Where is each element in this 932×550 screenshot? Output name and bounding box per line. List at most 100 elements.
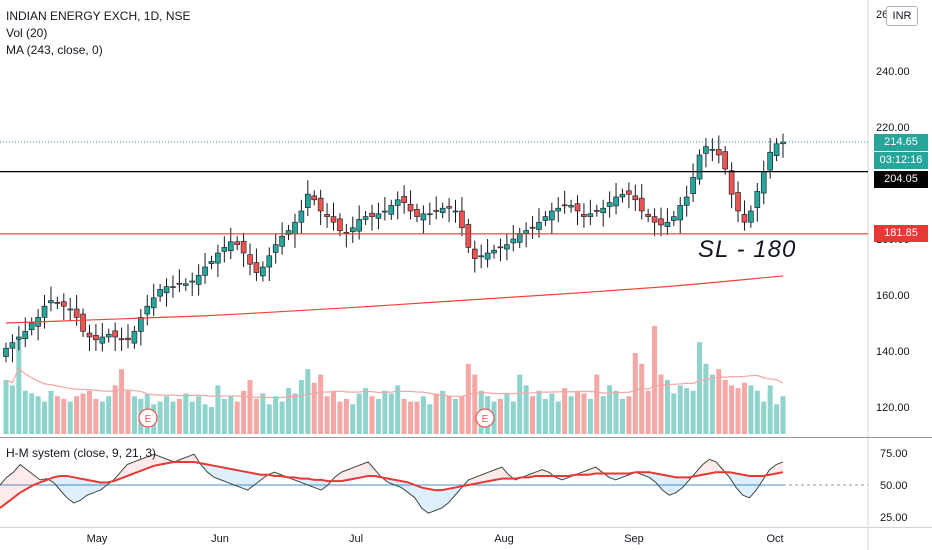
volume-bar xyxy=(446,396,452,434)
candle-body xyxy=(247,254,253,265)
volume-bar xyxy=(292,393,298,434)
volume-bar xyxy=(677,385,683,434)
volume-bar xyxy=(221,398,227,434)
volume-bar xyxy=(266,404,272,434)
volume-bar xyxy=(61,398,67,434)
volume-bar xyxy=(440,390,446,434)
volume-bar xyxy=(568,396,574,434)
volume-bar xyxy=(375,398,381,434)
price-axis-tick: 240.00 xyxy=(876,66,910,78)
candle-body xyxy=(773,143,780,156)
indicator-slow-line xyxy=(0,460,784,509)
price-axis-tick: 140.00 xyxy=(876,346,910,358)
earnings-marker xyxy=(475,408,495,428)
indicator-fill-segment xyxy=(401,481,409,493)
volume-bar xyxy=(536,390,542,434)
indicator-fill-segment xyxy=(769,464,777,475)
indicator-fill-segment xyxy=(334,472,342,482)
volume-bar xyxy=(29,393,35,434)
candle-body xyxy=(504,244,510,250)
volume-bar xyxy=(247,380,253,434)
candle-body xyxy=(427,213,433,216)
indicator-fast-line xyxy=(0,453,784,514)
indicator-legend[interactable]: H-M system (close, 9, 21, 3) xyxy=(6,446,157,460)
symbol-title[interactable]: INDIAN ENERGY EXCH, 1D, NSE xyxy=(6,9,191,23)
indicator-fill-segment xyxy=(153,454,161,466)
indicator-fill-segment xyxy=(488,469,496,482)
volume-bar xyxy=(652,326,658,434)
time-axis-label: Sep xyxy=(624,533,644,545)
indicator-fill-segment xyxy=(120,464,128,479)
candle-body xyxy=(728,170,735,195)
candle-body xyxy=(93,335,99,341)
indicator-fill-segment xyxy=(13,464,21,498)
candle-body xyxy=(272,244,279,253)
time-axis-label: Jul xyxy=(349,533,363,545)
volume-bar xyxy=(716,369,722,434)
indicator-fill-segment xyxy=(756,476,763,491)
volume-bar xyxy=(3,380,9,434)
indicator-fill-segment xyxy=(301,478,308,485)
volume-bar xyxy=(286,388,292,434)
volume-bar xyxy=(337,401,343,434)
indicator-fill-segment xyxy=(736,473,743,496)
volume-bar xyxy=(260,393,266,434)
volume-bar xyxy=(664,380,670,434)
volume-bar xyxy=(324,396,330,434)
volume-bar xyxy=(305,369,311,434)
stop-loss-price-tag: 181.85 xyxy=(874,225,928,242)
volume-bar xyxy=(420,396,426,434)
volume-bar xyxy=(318,374,324,434)
volume-bar xyxy=(170,401,176,434)
candle-body xyxy=(99,336,106,344)
earnings-marker-label: E xyxy=(145,414,152,425)
stop-loss-annotation[interactable]: SL - 180 xyxy=(698,236,797,263)
indicator-fill-segment xyxy=(655,473,663,491)
volume-bar xyxy=(658,374,664,434)
indicator-fill-segment xyxy=(495,467,502,480)
indicator-fill-segment xyxy=(100,482,108,491)
volume-bar xyxy=(671,393,677,434)
candle-body xyxy=(587,213,594,217)
indicator-fill-segment xyxy=(408,482,415,498)
indicator-fill-segment xyxy=(227,468,235,485)
candle-body xyxy=(549,210,555,221)
volume-bar xyxy=(48,390,54,434)
candle-body xyxy=(330,216,337,223)
volume-bar xyxy=(510,401,516,434)
volume-bar xyxy=(401,398,407,434)
volume-bar xyxy=(600,396,606,434)
volume-bar xyxy=(22,390,28,434)
currency-button[interactable]: INR xyxy=(886,6,918,26)
candle-body xyxy=(105,333,112,338)
indicator-fill-segment xyxy=(501,467,509,479)
moving-average-label[interactable]: MA (243, close, 0) xyxy=(6,43,103,57)
indicator-fill-segment xyxy=(642,472,650,478)
volume-bar xyxy=(369,396,375,434)
volume-bar xyxy=(433,393,439,434)
candle-body xyxy=(407,203,414,212)
candle-body xyxy=(452,210,459,213)
candle-body xyxy=(767,151,773,171)
volume-bar xyxy=(67,401,73,434)
candle-body xyxy=(478,255,484,258)
volume-indicator-label[interactable]: Vol (20) xyxy=(6,26,48,40)
volume-bar xyxy=(465,363,471,434)
candle-body xyxy=(439,207,446,213)
price-axis-tick-partial: 26 xyxy=(876,9,888,21)
volume-bar xyxy=(761,401,767,434)
volume-bar xyxy=(504,393,510,434)
volume-bar xyxy=(703,363,709,434)
indicator-axis-tick: 75.00 xyxy=(880,448,908,460)
candle-body xyxy=(593,210,600,212)
indicator-fill-segment xyxy=(669,476,676,496)
candle-body xyxy=(208,261,215,264)
candle-body xyxy=(317,197,324,212)
indicator-fill-segment xyxy=(609,473,616,480)
candle-body xyxy=(703,146,709,154)
indicator-fill-segment xyxy=(73,477,81,503)
indicator-fill-segment xyxy=(60,476,67,498)
indicator-fill-segment xyxy=(696,464,703,477)
